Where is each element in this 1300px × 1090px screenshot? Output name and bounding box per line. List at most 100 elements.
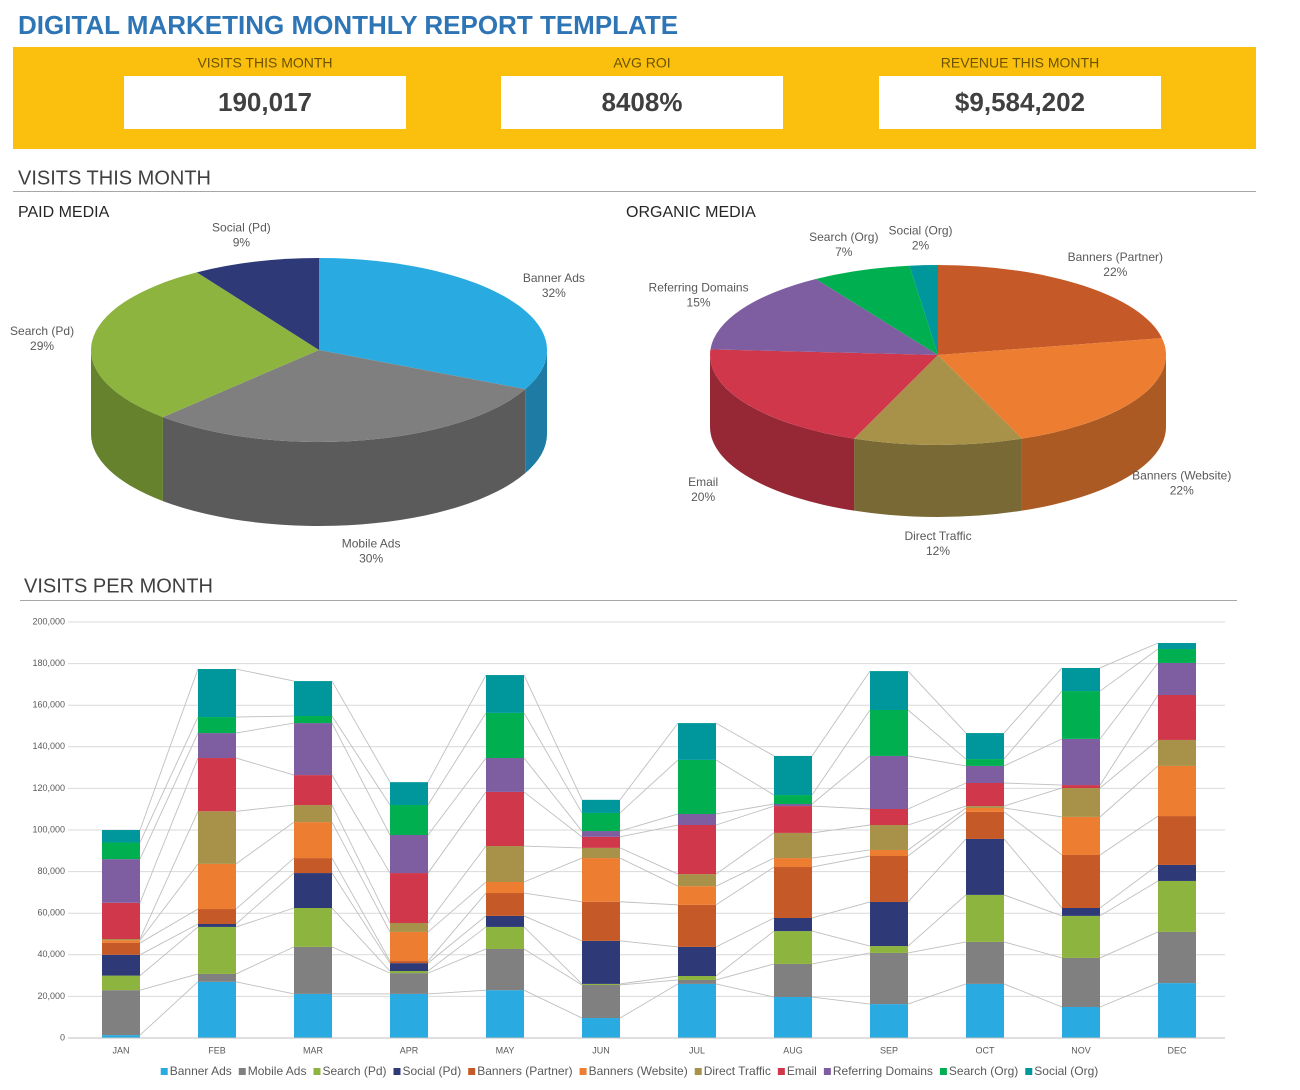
legend-swatch	[393, 1068, 401, 1075]
series-line	[139, 757, 199, 903]
series-line	[139, 863, 199, 941]
bar-segment	[678, 825, 716, 875]
series-line	[811, 855, 871, 868]
bar-segment	[582, 901, 620, 941]
bar-segment	[1158, 662, 1196, 696]
bar-segment	[198, 924, 236, 927]
series-line	[139, 973, 199, 991]
bar-segment	[390, 873, 428, 923]
pie-label-value: 20%	[691, 490, 715, 504]
series-line	[139, 668, 199, 831]
pie-label-name: Social (Pd)	[212, 220, 271, 234]
bar-segment	[486, 893, 524, 916]
bar-segment	[486, 915, 524, 927]
series-line	[523, 926, 583, 985]
bar-segment	[678, 946, 716, 977]
pie-label-name: Search (Pd)	[10, 324, 74, 338]
series-line	[139, 732, 199, 860]
bar-segment	[294, 723, 332, 776]
bar-segment	[774, 963, 812, 998]
series-line	[427, 948, 487, 974]
series-line	[523, 989, 583, 1019]
series-line	[1099, 739, 1159, 789]
bar-segment	[774, 917, 812, 932]
bar-segment	[966, 759, 1004, 766]
bar-segment	[390, 805, 428, 835]
bar-segment	[870, 1004, 908, 1038]
bar-segment	[678, 759, 716, 814]
series-line	[715, 866, 775, 906]
bar-segment	[678, 886, 716, 905]
bar-segment	[1158, 864, 1196, 881]
legend-label: Referring Domains	[833, 1064, 933, 1078]
bar-segment	[774, 931, 812, 964]
bar-segment	[486, 882, 524, 894]
series-line	[907, 838, 967, 903]
y-tick-label: 200,000	[32, 616, 65, 626]
y-tick-label: 160,000	[32, 700, 65, 710]
bar-segment	[390, 993, 428, 1038]
bar-segment	[774, 806, 812, 833]
series-line	[139, 716, 199, 843]
series-line	[811, 930, 871, 947]
series-line	[427, 757, 487, 836]
x-tick-label: JUN	[592, 1045, 610, 1055]
bar-segment	[390, 922, 428, 932]
bar-segment	[294, 946, 332, 994]
series-line	[619, 813, 679, 832]
series-line	[331, 907, 391, 972]
bar-segment	[966, 807, 1004, 812]
bar-segment	[678, 904, 716, 947]
bar-segment	[1062, 691, 1100, 739]
series-line	[1099, 694, 1159, 786]
bar-segment	[1158, 643, 1196, 650]
legend-label: Search (Org)	[949, 1064, 1018, 1078]
bar-segment	[870, 849, 908, 856]
bar-segment	[966, 733, 1004, 760]
bar-segment	[1158, 649, 1196, 663]
bar-segment	[678, 874, 716, 887]
bar-segment	[102, 975, 140, 991]
y-tick-label: 100,000	[32, 824, 65, 834]
series-line	[427, 926, 487, 972]
bar-segment	[1158, 880, 1196, 932]
series-line	[235, 668, 295, 682]
bar-segment	[390, 961, 428, 964]
pie-slice	[710, 279, 938, 355]
bar-segment	[294, 716, 332, 724]
bar-segment	[1158, 983, 1196, 1038]
pie-slice	[938, 265, 1162, 355]
legend-swatch	[238, 1068, 246, 1075]
bar-segment	[102, 842, 140, 860]
series-line	[619, 824, 679, 838]
bar-segment	[582, 940, 620, 984]
x-tick-label: APR	[400, 1045, 419, 1055]
series-line	[331, 821, 391, 933]
bar-segment	[870, 952, 908, 1005]
pie-label-name: Banners (Partner)	[1068, 250, 1163, 264]
bar-segment	[198, 863, 236, 910]
bar-segment	[390, 834, 428, 874]
series-line	[715, 857, 775, 887]
series-line	[907, 709, 967, 760]
series-line	[619, 722, 679, 801]
series-line	[811, 755, 871, 805]
bar-segment	[390, 973, 428, 994]
series-line	[1099, 765, 1159, 818]
bar-segment	[198, 758, 236, 812]
bar-segment	[486, 926, 524, 949]
pie-slice-side	[710, 355, 855, 511]
bar-segment	[102, 830, 140, 843]
series-line	[235, 907, 295, 928]
legend-swatch	[777, 1068, 785, 1075]
pie-label-name: Email	[688, 475, 718, 489]
bar-segment	[774, 997, 812, 1038]
series-line	[811, 996, 871, 1005]
y-tick-label: 60,000	[37, 908, 65, 918]
series-line	[235, 946, 295, 975]
series-line	[427, 892, 487, 962]
pie-label-value: 22%	[1170, 484, 1194, 498]
pie-label-name: Search (Org)	[809, 230, 878, 244]
bar-segment	[294, 775, 332, 806]
series-line	[1003, 941, 1063, 959]
